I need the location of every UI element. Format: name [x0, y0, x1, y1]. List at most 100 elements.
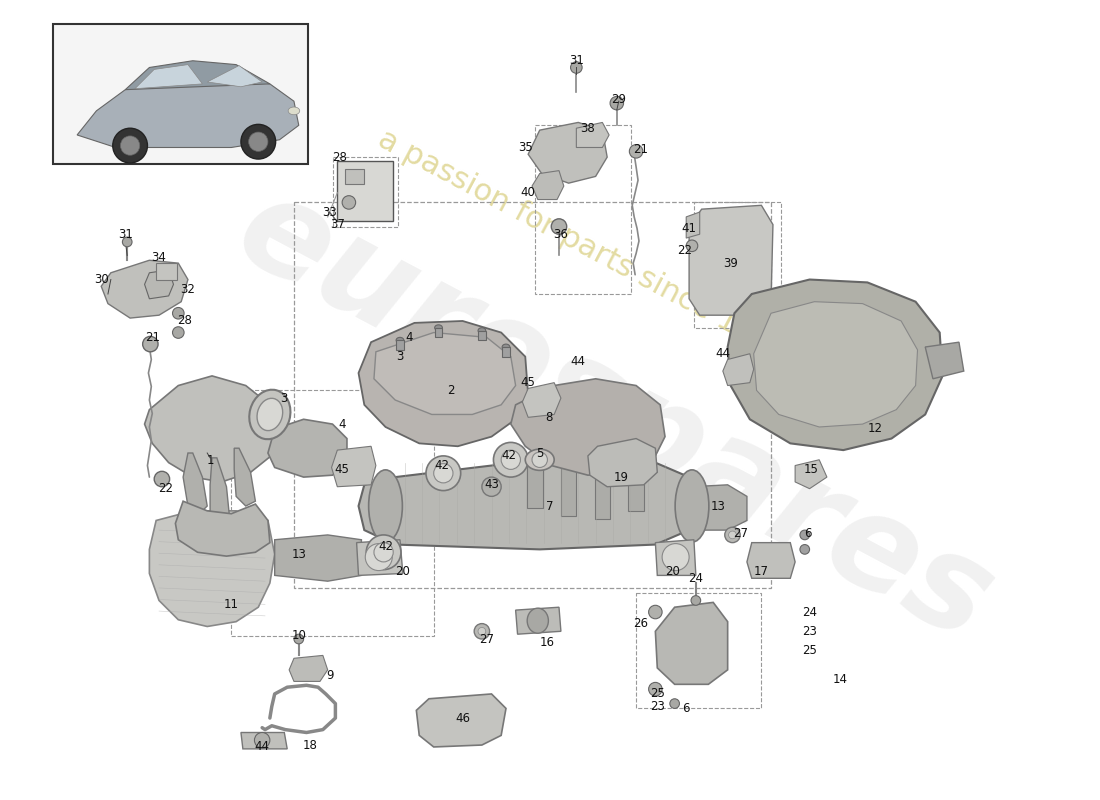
Circle shape — [800, 530, 810, 540]
Polygon shape — [628, 462, 643, 511]
Polygon shape — [183, 453, 207, 516]
Polygon shape — [77, 77, 299, 147]
Polygon shape — [728, 279, 943, 450]
Circle shape — [366, 535, 400, 570]
Polygon shape — [359, 460, 694, 550]
Text: 35: 35 — [518, 141, 532, 154]
Circle shape — [374, 542, 393, 562]
Text: 24: 24 — [802, 606, 817, 618]
Text: 23: 23 — [802, 625, 817, 638]
Circle shape — [482, 477, 502, 496]
Polygon shape — [656, 602, 728, 684]
Circle shape — [154, 471, 169, 486]
Polygon shape — [135, 65, 202, 89]
Text: 29: 29 — [612, 93, 626, 106]
Text: 22: 22 — [158, 482, 174, 495]
Text: 34: 34 — [152, 251, 166, 264]
Text: 33: 33 — [322, 206, 337, 218]
Text: 12: 12 — [868, 422, 882, 435]
Circle shape — [670, 698, 680, 709]
Polygon shape — [532, 170, 564, 199]
Circle shape — [728, 531, 736, 538]
Polygon shape — [754, 302, 917, 427]
Circle shape — [571, 62, 582, 74]
Polygon shape — [359, 321, 528, 446]
Text: 28: 28 — [177, 314, 192, 327]
Text: 31: 31 — [118, 228, 133, 241]
Text: 17: 17 — [754, 565, 769, 578]
Bar — [478, 330, 486, 340]
Polygon shape — [331, 446, 376, 486]
Polygon shape — [125, 61, 270, 90]
Text: 41: 41 — [682, 222, 696, 235]
Text: 27: 27 — [480, 633, 494, 646]
Circle shape — [173, 307, 184, 319]
Text: 6: 6 — [804, 526, 812, 539]
Circle shape — [294, 634, 304, 644]
Circle shape — [629, 145, 642, 158]
Polygon shape — [417, 694, 506, 747]
Text: 40: 40 — [520, 186, 536, 199]
Ellipse shape — [526, 449, 554, 470]
Text: 31: 31 — [569, 54, 584, 67]
Ellipse shape — [434, 325, 442, 330]
Ellipse shape — [396, 338, 404, 343]
Polygon shape — [587, 438, 658, 486]
Text: 44: 44 — [254, 741, 270, 754]
Polygon shape — [289, 655, 328, 682]
Text: 45: 45 — [520, 376, 536, 389]
Circle shape — [551, 219, 566, 234]
Text: 28: 28 — [332, 150, 346, 164]
Ellipse shape — [288, 107, 299, 114]
Polygon shape — [144, 376, 284, 482]
Circle shape — [113, 128, 147, 163]
Bar — [345, 169, 364, 184]
Polygon shape — [686, 212, 700, 238]
Text: 46: 46 — [455, 711, 470, 725]
Text: 20: 20 — [666, 565, 680, 578]
Text: 42: 42 — [502, 450, 516, 462]
Text: 9: 9 — [326, 669, 333, 682]
Circle shape — [649, 682, 662, 696]
Circle shape — [143, 336, 158, 352]
Circle shape — [241, 124, 276, 159]
Bar — [156, 263, 177, 281]
Text: 23: 23 — [650, 700, 664, 713]
Circle shape — [173, 326, 184, 338]
Text: 44: 44 — [571, 355, 586, 368]
Text: 15: 15 — [804, 463, 818, 476]
Bar — [294, 202, 771, 588]
Text: 21: 21 — [145, 331, 160, 344]
Circle shape — [649, 606, 662, 618]
Text: 19: 19 — [613, 470, 628, 484]
Polygon shape — [576, 122, 609, 147]
Circle shape — [249, 132, 268, 151]
Polygon shape — [689, 206, 773, 315]
Text: 21: 21 — [634, 143, 648, 156]
Text: 13: 13 — [292, 548, 306, 561]
Text: 8: 8 — [546, 411, 553, 424]
Ellipse shape — [502, 344, 509, 350]
Polygon shape — [516, 607, 561, 634]
Polygon shape — [723, 354, 754, 386]
Text: 25: 25 — [650, 687, 664, 701]
Circle shape — [474, 623, 490, 639]
Circle shape — [502, 450, 520, 470]
Bar — [396, 340, 404, 350]
Text: 27: 27 — [733, 526, 748, 539]
Polygon shape — [275, 535, 362, 581]
Polygon shape — [144, 270, 174, 299]
Circle shape — [478, 627, 486, 635]
Circle shape — [725, 527, 740, 542]
Text: a passion for parts since 1985: a passion for parts since 1985 — [373, 125, 793, 367]
Bar — [434, 328, 442, 338]
Polygon shape — [795, 460, 827, 489]
Bar — [338, 161, 393, 221]
Circle shape — [686, 240, 697, 251]
Polygon shape — [747, 542, 795, 578]
Text: 25: 25 — [802, 644, 817, 657]
Circle shape — [691, 596, 701, 606]
Polygon shape — [241, 733, 287, 749]
Text: 30: 30 — [94, 273, 109, 286]
Polygon shape — [268, 419, 346, 477]
